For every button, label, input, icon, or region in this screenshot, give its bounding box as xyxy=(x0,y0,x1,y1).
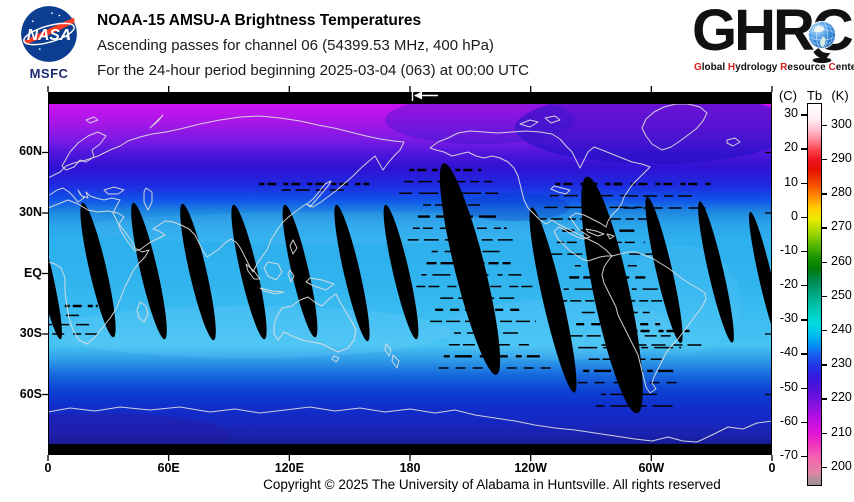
colorbar-celsius-label: -50 xyxy=(779,379,798,394)
colorbar-celsius-label: -40 xyxy=(779,345,798,360)
map-canvas xyxy=(48,92,772,455)
colorbar-celsius-label: 30 xyxy=(784,106,798,121)
tagline-text: esource xyxy=(787,62,829,73)
colorbar-kelvin-label: 300 xyxy=(831,116,852,131)
swath-gap xyxy=(131,202,167,340)
colorbar-celsius-label: 20 xyxy=(784,140,798,155)
swath-gap xyxy=(529,207,577,393)
tagline-text: enter xyxy=(835,62,854,73)
x-axis-label: 120E xyxy=(274,461,304,475)
colorbar-kelvin-label: 220 xyxy=(831,390,852,405)
data-start-arrow-icon xyxy=(411,89,438,101)
nasa-meatball-icon: NASA xyxy=(21,6,77,62)
colorbar-kelvin-tick xyxy=(821,432,827,435)
y-axis-label: 30N xyxy=(19,204,42,219)
swath-gap xyxy=(698,201,734,343)
nasa-logo: NASA MSFC xyxy=(16,5,82,81)
svg-text:NASA: NASA xyxy=(27,27,71,44)
colorbar-celsius-tick xyxy=(801,182,807,184)
colorbar-kelvin-tick xyxy=(821,364,827,366)
ghrc-tagline: Global Hydrology Resource Center xyxy=(694,62,854,73)
x-axis-label: 60E xyxy=(157,461,180,475)
colorbar-kelvin-tick xyxy=(821,227,827,229)
axis-ticks xyxy=(42,86,773,461)
colorbar-kelvin-tick xyxy=(821,295,827,298)
colorbar-kelvin-tick xyxy=(821,159,827,161)
colorbar-header-tb: Tb xyxy=(806,88,823,103)
tagline-accent-letter: C xyxy=(828,62,836,73)
colorbar-kelvin-label: 250 xyxy=(831,287,852,302)
swath-gap xyxy=(80,202,116,338)
colorbar-kelvin-label: 200 xyxy=(831,458,852,473)
colorbar-kelvin-label: 290 xyxy=(831,151,852,166)
colorbar-header-kelvin: (K) xyxy=(831,88,849,103)
colorbar-celsius-tick xyxy=(801,216,807,219)
colorbar-kelvin-label: 280 xyxy=(831,185,852,200)
x-axis-label: 0 xyxy=(768,461,776,475)
colorbar-kelvin-label: 270 xyxy=(831,219,852,234)
x-axis-label: 0 xyxy=(44,461,52,475)
tagline-accent-letter: R xyxy=(780,62,788,73)
x-axis-label: 120W xyxy=(514,461,547,475)
tagline-text: lobal xyxy=(701,62,728,73)
swath-gap xyxy=(282,204,318,338)
colorbar-kelvin-label: 260 xyxy=(831,253,852,268)
colorbar-celsius-tick xyxy=(801,148,807,150)
swath-gap xyxy=(334,204,370,342)
map-frame xyxy=(48,92,772,455)
colorbar-kelvin-tick xyxy=(821,466,827,469)
y-axis-label: EQ xyxy=(23,265,42,280)
colorbar-celsius-label: -30 xyxy=(779,311,798,326)
colorbar-celsius-tick xyxy=(801,456,807,458)
colorbar-celsius-label: -10 xyxy=(779,242,798,257)
colorbar xyxy=(807,103,822,486)
title-block: NOAA-15 AMSU-A Brightness Temperatures A… xyxy=(97,8,529,83)
swath-gap xyxy=(383,204,419,340)
colorbar-header-celsius: (C) xyxy=(778,88,798,103)
subtitle-period: For the 24-hour period beginning 2025-03… xyxy=(97,62,529,79)
colorbar-celsius-label: 0 xyxy=(791,208,798,223)
colorbar-kelvin-tick xyxy=(821,193,827,195)
colorbar-celsius-tick xyxy=(801,114,807,116)
colorbar-celsius-label: -70 xyxy=(779,448,798,463)
tagline-text: ydrology xyxy=(735,62,781,73)
ghrc-logo: G H R C Global Hydrology Resource Center xyxy=(692,2,854,82)
colorbar-celsius-tick xyxy=(801,353,807,355)
tagline-accent-letter: G xyxy=(694,62,702,73)
swath-gap xyxy=(645,196,683,344)
colorbar-celsius-label: -60 xyxy=(779,413,798,428)
colorbar-kelvin-tick xyxy=(821,398,827,400)
colorbar-kelvin-tick xyxy=(821,261,827,264)
colorbar-celsius-tick xyxy=(801,285,807,287)
colorbar-kelvin-label: 210 xyxy=(831,424,852,439)
colorbar-kelvin-tick xyxy=(821,124,827,127)
globe-icon xyxy=(808,20,836,64)
msfc-label: MSFC xyxy=(29,66,69,81)
y-axis-label: 60N xyxy=(19,144,42,159)
y-axis-label: 30S xyxy=(19,326,42,340)
subtitle-channel: Ascending passes for channel 06 (54399.5… xyxy=(97,37,494,54)
swath-gap xyxy=(749,211,772,349)
y-axis-label: 60S xyxy=(19,386,42,401)
colorbar-kelvin-label: 230 xyxy=(831,356,852,371)
colorbar-celsius-tick xyxy=(801,387,807,390)
x-axis-label: 180 xyxy=(399,461,421,475)
colorbar-kelvin-label: 240 xyxy=(831,322,852,337)
swath-gap xyxy=(180,203,216,341)
missing-scanline-stripes xyxy=(48,168,714,407)
colorbar-celsius-label: 10 xyxy=(784,174,798,189)
colorbar-celsius-label: -20 xyxy=(779,277,798,292)
colorbar-celsius-tick xyxy=(801,421,807,424)
page-title: NOAA-15 AMSU-A Brightness Temperatures xyxy=(97,12,422,29)
x-axis-label: 60W xyxy=(638,461,665,475)
colorbar-kelvin-tick xyxy=(821,330,827,332)
colorbar-celsius-tick xyxy=(801,319,807,321)
tagline-accent-letter: H xyxy=(727,62,736,73)
colorbar-celsius-tick xyxy=(801,250,807,253)
copyright: Copyright © 2025 The University of Alaba… xyxy=(263,477,721,492)
